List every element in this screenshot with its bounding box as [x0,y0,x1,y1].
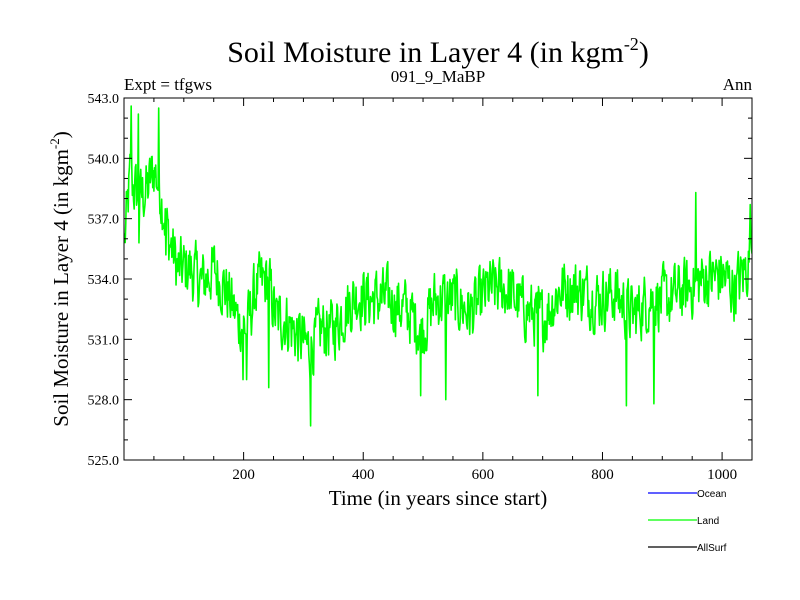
y-tick-label: 537.0 [88,213,120,228]
x-tick-label: 600 [472,467,495,483]
chart-title-end: ) [639,36,649,69]
y-axis-label-superscript: -2 [47,138,62,149]
x-tick-label: 800 [591,467,614,483]
subtitle-experiment: Expt = tfgws [124,75,212,94]
chart-title-superscript: -2 [624,34,639,54]
y-tick-label: 543.0 [88,92,120,107]
chart-title-main: Soil Moisture in Layer 4 (in kgm [227,36,624,69]
series-line-land [124,105,752,427]
subtitle-season: Ann [723,75,753,94]
legend-label-allsurf: AllSurf [697,543,727,554]
y-axis-label: Soil Moisture in Layer 4 (in kgm-2) [47,131,73,426]
legend-label-land: Land [697,516,719,527]
y-tick-label: 528.0 [88,394,120,409]
legend: Ocean Land AllSurf [648,489,727,554]
y-tick-label: 540.0 [88,152,120,167]
x-tick-label: 400 [352,467,375,483]
x-tick-label: 200 [232,467,255,483]
y-axis-label-main: Soil Moisture in Layer 4 (in kgm [49,149,73,427]
y-tick-label: 525.0 [88,454,120,469]
x-tick-label: 1000 [707,467,737,483]
x-axis-label: Time (in years since start) [329,486,548,510]
y-tick-label: 534.0 [88,273,120,288]
subtitle-period: 091_9_MaBP [391,67,485,86]
legend-label-ocean: Ocean [697,489,726,500]
y-axis-label-end: ) [49,131,73,138]
chart-title: Soil Moisture in Layer 4 (in kgm-2) [227,34,649,69]
y-tick-label: 531.0 [88,333,120,348]
